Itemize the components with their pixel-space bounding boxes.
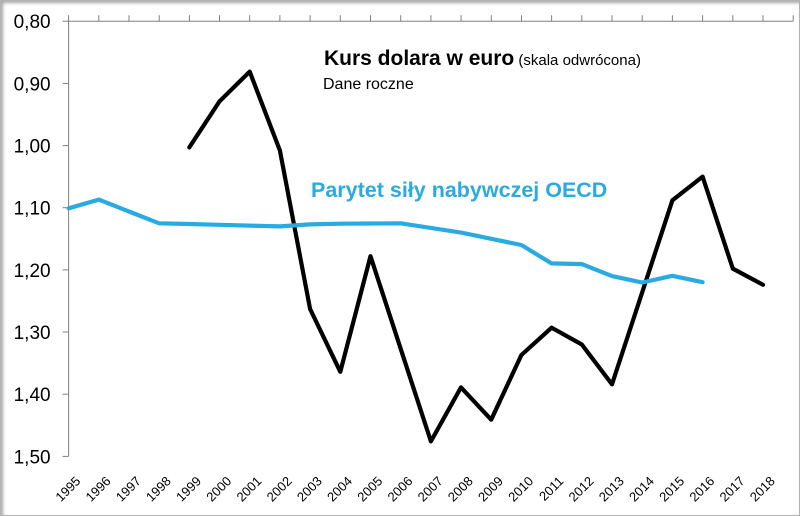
svg-text:2014: 2014	[626, 473, 657, 504]
svg-text:2009: 2009	[475, 473, 506, 504]
svg-text:0,90: 0,90	[14, 74, 51, 95]
svg-text:2015: 2015	[656, 473, 687, 504]
svg-text:1,10: 1,10	[14, 199, 51, 220]
svg-text:2008: 2008	[445, 473, 476, 504]
svg-text:2018: 2018	[747, 473, 778, 504]
svg-text:0,80: 0,80	[14, 12, 51, 33]
svg-text:1,40: 1,40	[14, 385, 51, 406]
svg-text:1997: 1997	[113, 473, 144, 504]
svg-text:2002: 2002	[264, 473, 295, 504]
svg-text:1,20: 1,20	[14, 261, 51, 282]
svg-text:1,30: 1,30	[14, 323, 51, 344]
svg-text:Dane roczne: Dane roczne	[323, 76, 414, 93]
svg-text:2013: 2013	[596, 473, 627, 504]
svg-text:1999: 1999	[173, 473, 204, 504]
svg-text:2006: 2006	[384, 473, 415, 504]
svg-text:2007: 2007	[415, 473, 446, 504]
svg-text:1,50: 1,50	[14, 447, 51, 468]
svg-text:2005: 2005	[354, 473, 385, 504]
svg-text:2011: 2011	[536, 473, 566, 503]
svg-text:2004: 2004	[324, 473, 355, 504]
svg-text:1996: 1996	[83, 473, 114, 504]
svg-text:1995: 1995	[52, 473, 83, 504]
svg-text:2017: 2017	[717, 473, 748, 504]
svg-text:1998: 1998	[143, 473, 174, 504]
svg-text:2003: 2003	[294, 473, 325, 504]
svg-text:2012: 2012	[566, 473, 597, 504]
svg-text:2016: 2016	[686, 473, 717, 504]
svg-text:1,00: 1,00	[14, 137, 51, 158]
svg-text:Parytet siły nabywczej OECD: Parytet siły nabywczej OECD	[311, 178, 607, 202]
svg-text:2001: 2001	[233, 473, 264, 504]
svg-text:2000: 2000	[203, 473, 234, 504]
svg-text:Kurs dolara w euro (skala odwr: Kurs dolara w euro (skala odwrócona)	[324, 47, 641, 70]
svg-text:2010: 2010	[505, 473, 536, 504]
